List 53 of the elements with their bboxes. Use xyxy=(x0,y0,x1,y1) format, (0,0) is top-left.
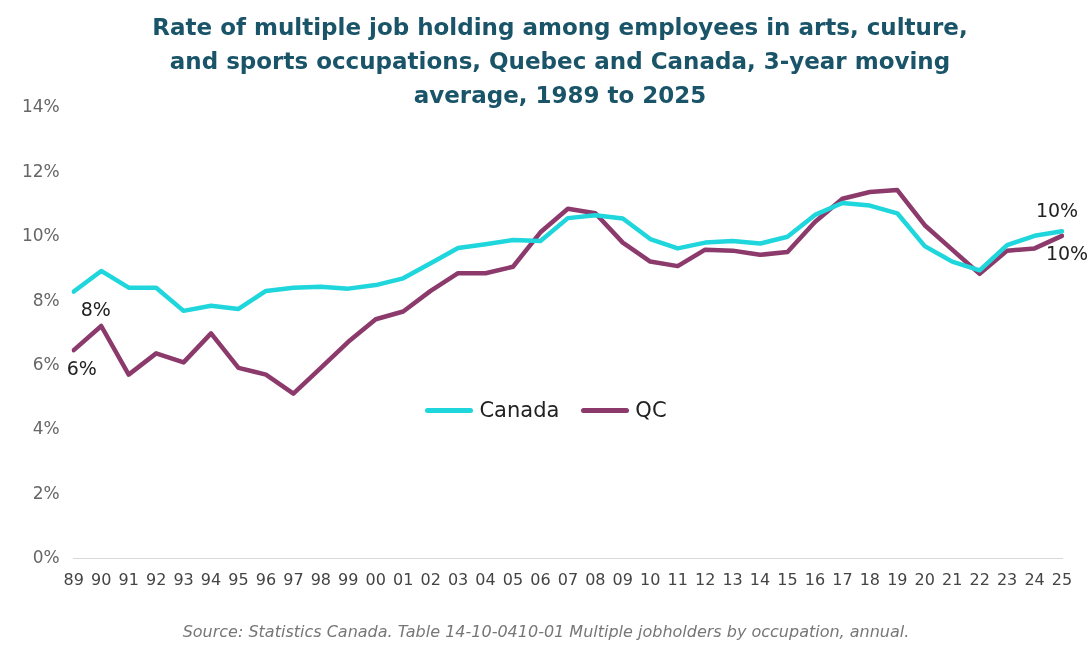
x-tick-label: 10 xyxy=(640,569,661,589)
x-tick-label: 03 xyxy=(447,569,469,589)
data-label: 10% xyxy=(1045,242,1089,265)
x-tick-label: 00 xyxy=(365,569,386,589)
x-tick-label: 09 xyxy=(612,569,633,589)
source-note: Source: Statistics Canada. Table 14-10-0410-01 Multiple jobholders by occupation, annual. xyxy=(181,622,911,641)
x-tick-label: 91 xyxy=(118,569,139,589)
x-tick-label: 93 xyxy=(173,569,194,589)
x-tick-label: 98 xyxy=(310,569,332,589)
x-tick-label: 08 xyxy=(585,569,606,589)
x-tick-label: 16 xyxy=(804,569,826,589)
x-tick-label: 06 xyxy=(530,569,551,589)
x-tick-label: 92 xyxy=(145,569,167,589)
x-tick-label: 13 xyxy=(722,569,743,589)
y-tick-label: 10% xyxy=(21,225,60,246)
x-tick-label: 21 xyxy=(942,569,963,589)
x-tick-label: 20 xyxy=(914,569,935,589)
y-tick-label: 0% xyxy=(32,547,60,568)
y-tick-label: 2% xyxy=(32,482,60,503)
y-tick-label: 12% xyxy=(21,160,60,181)
x-tick-label: 94 xyxy=(200,569,222,589)
x-tick-label: 25 xyxy=(1051,569,1073,589)
data-label: 6% xyxy=(66,356,97,379)
x-tick-label: 14 xyxy=(749,569,771,589)
x-tick-label: 18 xyxy=(859,569,881,589)
x-tick-label: 05 xyxy=(502,569,524,589)
data-label: 8% xyxy=(80,297,111,320)
x-tick-label: 19 xyxy=(887,569,908,589)
x-tick-label: 04 xyxy=(475,569,496,589)
x-tick-label: 23 xyxy=(996,569,1018,589)
legend-label: QC xyxy=(635,398,667,422)
y-tick-label: 6% xyxy=(32,354,60,375)
x-tick-label: 17 xyxy=(832,569,853,589)
x-tick-label: 97 xyxy=(283,569,304,589)
x-tick-label: 99 xyxy=(338,569,359,589)
x-tick-label: 02 xyxy=(420,569,441,589)
x-tick-label: 95 xyxy=(228,569,249,589)
x-tick-label: 11 xyxy=(667,569,688,589)
chart-title: Rate of multiple job holding among employees in arts, culture, and sports occupations, Quebec and Canada, 3-year moving average, 1989 to 2025 xyxy=(151,13,969,110)
y-tick-label: 4% xyxy=(32,418,60,439)
y-tick-label: 14% xyxy=(21,96,60,117)
x-tick-label: 07 xyxy=(557,569,579,589)
y-tick-label: 8% xyxy=(32,289,60,310)
x-tick-label: 01 xyxy=(393,569,414,589)
x-tick-label: 15 xyxy=(777,569,798,589)
x-tick-label: 96 xyxy=(255,569,277,589)
x-tick-label: 24 xyxy=(1024,569,1045,589)
x-tick-label: 89 xyxy=(63,569,84,589)
legend-label: Canada xyxy=(479,398,560,422)
x-tick-label: 22 xyxy=(969,569,990,589)
x-tick-label: 12 xyxy=(694,569,716,589)
x-tick-label: 90 xyxy=(91,569,112,589)
data-label: 10% xyxy=(1035,198,1079,221)
